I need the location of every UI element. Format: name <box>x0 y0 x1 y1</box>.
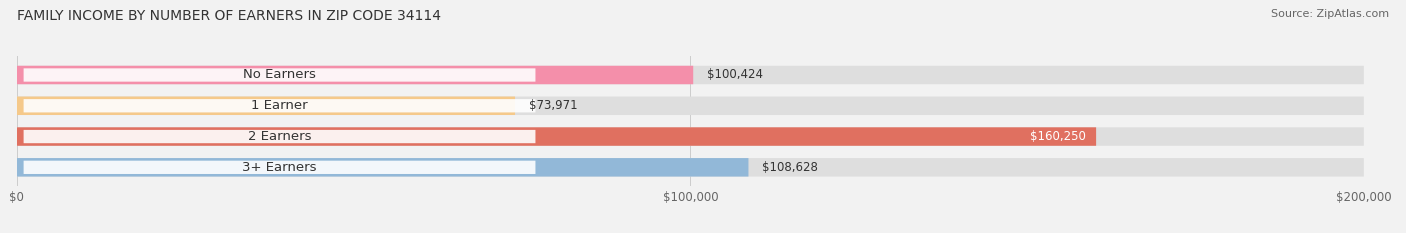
Text: $160,250: $160,250 <box>1031 130 1085 143</box>
Text: 3+ Earners: 3+ Earners <box>242 161 316 174</box>
Text: No Earners: No Earners <box>243 69 316 82</box>
FancyBboxPatch shape <box>17 158 748 177</box>
FancyBboxPatch shape <box>24 161 536 174</box>
Text: $108,628: $108,628 <box>762 161 818 174</box>
FancyBboxPatch shape <box>24 99 536 112</box>
FancyBboxPatch shape <box>24 130 536 143</box>
FancyBboxPatch shape <box>17 96 515 115</box>
Text: $73,971: $73,971 <box>529 99 576 112</box>
FancyBboxPatch shape <box>17 66 1364 84</box>
FancyBboxPatch shape <box>17 96 1364 115</box>
FancyBboxPatch shape <box>17 66 693 84</box>
FancyBboxPatch shape <box>24 68 536 82</box>
FancyBboxPatch shape <box>17 127 1364 146</box>
Text: Source: ZipAtlas.com: Source: ZipAtlas.com <box>1271 9 1389 19</box>
FancyBboxPatch shape <box>17 158 1364 177</box>
Text: $100,424: $100,424 <box>707 69 762 82</box>
Text: 1 Earner: 1 Earner <box>252 99 308 112</box>
FancyBboxPatch shape <box>17 127 1097 146</box>
Text: FAMILY INCOME BY NUMBER OF EARNERS IN ZIP CODE 34114: FAMILY INCOME BY NUMBER OF EARNERS IN ZI… <box>17 9 441 23</box>
Text: 2 Earners: 2 Earners <box>247 130 311 143</box>
